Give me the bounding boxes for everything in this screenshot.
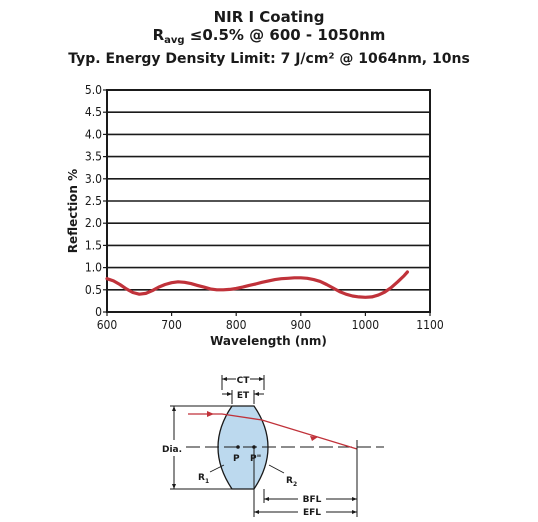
chart-title-block: NIR I Coating Ravg ≤0.5% @ 600 - 1050nm …	[0, 8, 538, 69]
y-tick-label: 3.0	[85, 172, 102, 186]
x-tick-label: 800	[226, 318, 247, 332]
r2-letter: R	[286, 476, 293, 486]
p-prime-label: P"	[250, 454, 261, 464]
light-ray	[188, 413, 358, 450]
y-tick-label: 0	[95, 305, 102, 319]
dia-arrow-top	[172, 406, 176, 411]
efl-label: EFL	[303, 508, 321, 518]
bfl-label: BFL	[303, 495, 322, 505]
y-tick-labels: 0 0.5 1.0 1.5 2.0 2.5 3.0 3.5 4.0 4.5 5.0	[85, 83, 102, 319]
subtitle-rest: ≤0.5% @ 600 - 1050nm	[184, 26, 386, 44]
efl-arrow-right	[352, 510, 357, 514]
r2-subscript: 2	[293, 481, 297, 488]
ct-arrow-right	[259, 377, 264, 381]
efl-arrow-left	[254, 510, 259, 514]
y-tick-label: 2.5	[85, 194, 102, 208]
chart-title: NIR I Coating	[213, 8, 325, 26]
x-tick-label: 1100	[416, 318, 444, 332]
y-tick-label: 1.5	[85, 238, 102, 252]
y-tick-label: 2.0	[85, 216, 102, 230]
chart-subtitle-energy: Typ. Energy Density Limit: 7 J/cm² @ 106…	[68, 51, 470, 67]
y-tick-label: 5.0	[85, 83, 102, 97]
subtitle-prefix: R	[152, 26, 165, 44]
y-tick-label: 3.5	[85, 150, 102, 164]
chart-grid	[103, 89, 431, 316]
ray-arrow-incoming	[207, 411, 214, 417]
y-tick-label: 1.0	[85, 261, 102, 275]
x-axis-label: Wavelength (nm)	[210, 334, 327, 348]
principal-point-p	[236, 445, 240, 449]
x-tick-label: 1000	[352, 318, 380, 332]
r1-label: R1	[198, 473, 209, 485]
ct-label: CT	[237, 376, 251, 386]
x-tick-label: 900	[290, 318, 311, 332]
r1-leader	[209, 464, 225, 473]
ct-arrow-left	[222, 377, 227, 381]
y-tick-label: 4.5	[85, 105, 102, 119]
dia-arrow-bottom	[172, 484, 176, 489]
r1-subscript: 1	[205, 478, 209, 485]
bfl-arrow-left	[264, 497, 269, 501]
x-tick-labels: 600 700 800 900 1000 1100	[97, 318, 444, 332]
plot-frame	[106, 89, 431, 313]
reflection-curve	[105, 270, 409, 299]
bfl-arrow-right	[352, 497, 357, 501]
r1-letter: R	[198, 473, 205, 483]
ray-arrow-outgoing	[310, 436, 318, 441]
et-arrow-left	[227, 392, 232, 396]
x-tick-label: 600	[97, 318, 118, 332]
y-tick-label: 4.0	[85, 127, 102, 141]
subtitle-subscript: avg	[164, 35, 185, 46]
p-label: P	[233, 454, 240, 464]
et-arrow-right	[254, 392, 259, 396]
chart-subtitle: Ravg ≤0.5% @ 600 - 1050nm	[0, 26, 538, 50]
et-label: ET	[237, 391, 250, 401]
dia-label: Dia.	[162, 445, 182, 455]
reflection-chart: 0 0.5 1.0 1.5 2.0 2.5 3.0 3.5 4.0 4.5 5.0 600 700 80…	[66, 83, 444, 348]
y-tick-label: 0.5	[85, 283, 102, 297]
y-axis-label: Reflection %	[66, 169, 80, 253]
x-tick-label: 700	[161, 318, 182, 332]
r2-label: R2	[286, 476, 297, 488]
r2-leader	[268, 464, 285, 474]
